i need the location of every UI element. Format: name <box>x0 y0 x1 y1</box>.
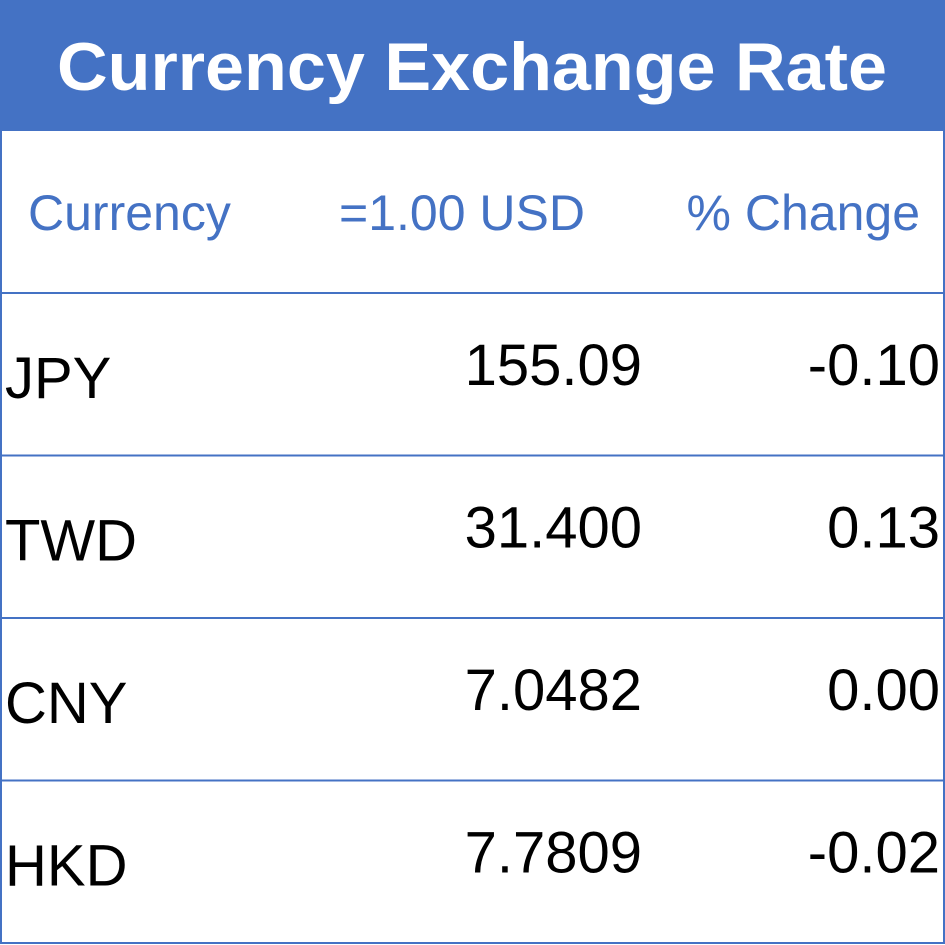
currency-code: TWD <box>5 509 137 574</box>
percent-change: -0.10 <box>808 333 940 398</box>
table-title: Currency Exchange Rate <box>57 29 887 105</box>
exchange-rate: 155.09 <box>465 333 642 398</box>
currency-code: CNY <box>5 671 127 736</box>
title-banner <box>0 0 945 131</box>
column-header: % Change <box>687 185 921 241</box>
exchange-rate: 7.0482 <box>465 658 642 723</box>
column-header: =1.00 USD <box>339 185 585 241</box>
table-body: Currency =1.00 USD % Change JPY 155.09 -0.10 T… <box>0 185 945 944</box>
currency-code: JPY <box>5 346 111 411</box>
exchange-rate: 31.400 <box>465 496 642 561</box>
percent-change: 0.00 <box>827 658 940 723</box>
percent-change: 0.13 <box>827 496 940 561</box>
exchange-rate: 7.7809 <box>465 821 642 886</box>
percent-change: -0.02 <box>808 821 940 886</box>
column-header: Currency <box>28 185 231 241</box>
currency-code: HKD <box>5 834 127 899</box>
